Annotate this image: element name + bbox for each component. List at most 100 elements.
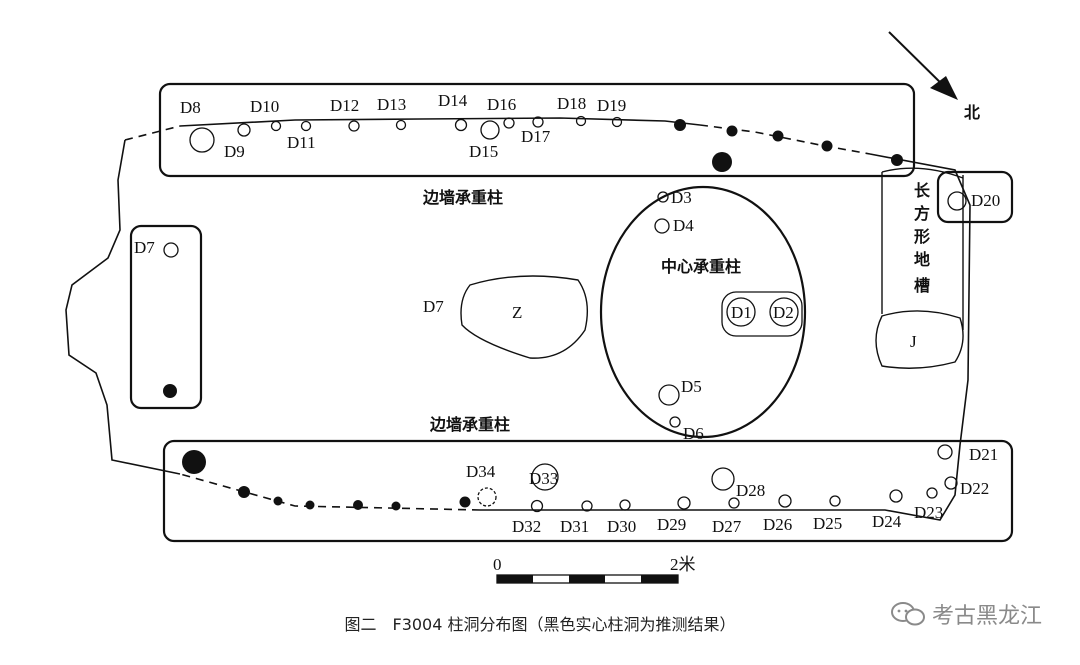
inferred-posthole bbox=[674, 119, 686, 131]
posthole-d32 bbox=[530, 499, 544, 513]
label-d34: D34 bbox=[466, 462, 496, 481]
label-d30: D30 bbox=[607, 517, 636, 536]
d20-box bbox=[936, 170, 1014, 224]
posthole-d26 bbox=[778, 494, 792, 508]
posthole-d13 bbox=[395, 119, 407, 131]
inferred-posthole bbox=[772, 130, 784, 142]
posthole-d21 bbox=[937, 444, 953, 460]
posthole-d14 bbox=[454, 118, 468, 132]
label-d2: D2 bbox=[773, 303, 794, 322]
label-d31: D31 bbox=[560, 517, 589, 536]
posthole-d23 bbox=[926, 487, 938, 499]
label-d1: D1 bbox=[731, 303, 752, 322]
scale-end-label: 2米 bbox=[670, 555, 696, 574]
posthole-d7 bbox=[163, 242, 179, 258]
side-wall-columns-label-bottom: 边墙承重柱 bbox=[429, 415, 510, 434]
watermark: 考古黑龙江 bbox=[890, 598, 1042, 630]
posthole-d28 bbox=[711, 467, 735, 491]
label-d12: D12 bbox=[330, 96, 359, 115]
svg-text:形: 形 bbox=[914, 227, 930, 246]
plan-background bbox=[38, 22, 1043, 585]
posthole-d8 bbox=[189, 127, 215, 153]
label-d5: D5 bbox=[681, 377, 702, 396]
label-d20: D20 bbox=[971, 191, 1000, 210]
label-d22: D22 bbox=[960, 479, 989, 498]
pit-j bbox=[875, 310, 964, 369]
inferred-posthole bbox=[163, 384, 177, 398]
posthole-d30 bbox=[619, 499, 631, 511]
observed-postholes bbox=[163, 115, 967, 513]
trench-walls bbox=[881, 172, 964, 330]
posthole-d17 bbox=[532, 116, 544, 128]
posthole-d27 bbox=[728, 497, 740, 509]
trench-label: 长 方 形 地 槽 bbox=[914, 181, 931, 295]
label-d25: D25 bbox=[813, 514, 842, 533]
pit-d7-label: D7 bbox=[423, 297, 444, 316]
svg-text:方: 方 bbox=[914, 204, 930, 223]
posthole-d2 bbox=[769, 297, 799, 327]
posthole-d34 bbox=[477, 487, 497, 507]
label-d27: D27 bbox=[712, 517, 742, 536]
inferred-posthole bbox=[273, 496, 283, 506]
posthole-d6 bbox=[669, 416, 681, 428]
posthole-d22 bbox=[944, 476, 958, 490]
watermark-text: 考古黑龙江 bbox=[931, 604, 1042, 629]
label-d9: D9 bbox=[224, 142, 245, 161]
label-d19: D19 bbox=[597, 96, 626, 115]
label-d13: D13 bbox=[377, 95, 406, 114]
side-wall-columns-label-top: 边墙承重柱 bbox=[422, 188, 503, 207]
label-d11: D11 bbox=[287, 133, 316, 152]
north-label: 北 bbox=[964, 103, 980, 122]
posthole-d15 bbox=[480, 120, 500, 140]
d1-d2-enclosure bbox=[721, 291, 803, 337]
posthole-d29 bbox=[677, 496, 691, 510]
pit-z-label: Z bbox=[512, 303, 522, 322]
west-wall-box bbox=[129, 224, 203, 410]
label-d6: D6 bbox=[683, 424, 704, 443]
posthole-labels: D1 D2 D3 D4 D5 D6 D7 D8 D9 D10 D11 D12 D… bbox=[134, 91, 1000, 536]
posthole-d25 bbox=[829, 495, 841, 507]
top-wall-box bbox=[158, 82, 916, 178]
scale-bar: 0 2米 bbox=[493, 555, 696, 584]
pit-z bbox=[460, 275, 588, 359]
label-d10: D10 bbox=[250, 97, 279, 116]
inferred-postholes bbox=[163, 119, 903, 511]
label-d14: D14 bbox=[438, 91, 468, 110]
svg-text:地: 地 bbox=[914, 250, 930, 269]
inferred-posthole bbox=[821, 140, 833, 152]
label-d8: D8 bbox=[180, 98, 201, 117]
label-d28: D28 bbox=[736, 481, 765, 500]
inferred-posthole bbox=[726, 125, 738, 137]
posthole-d33 bbox=[531, 463, 559, 491]
label-d26: D26 bbox=[763, 515, 792, 534]
svg-text:长: 长 bbox=[914, 181, 931, 200]
posthole-d4 bbox=[654, 218, 670, 234]
posthole-d5 bbox=[658, 384, 680, 406]
posthole-d1 bbox=[726, 297, 756, 327]
posthole-d16 bbox=[503, 117, 515, 129]
posthole-d11 bbox=[300, 120, 312, 132]
center-columns-label: 中心承重柱 bbox=[661, 257, 741, 276]
label-d17: D17 bbox=[521, 127, 551, 146]
posthole-d10 bbox=[270, 120, 282, 132]
north-arrow: 北 bbox=[888, 31, 980, 122]
posthole-d19 bbox=[611, 116, 623, 128]
chat-bubble-icon bbox=[890, 602, 925, 626]
label-d24: D24 bbox=[872, 512, 902, 531]
label-d32: D32 bbox=[512, 517, 541, 536]
label-d33: D33 bbox=[529, 469, 558, 488]
label-d16: D16 bbox=[487, 95, 516, 114]
posthole-d3 bbox=[657, 191, 669, 203]
inferred-posthole bbox=[712, 152, 732, 172]
figure-caption: 图二 F3004 柱洞分布图（黑色实心柱洞为推测结果） bbox=[344, 615, 736, 634]
inferred-posthole bbox=[353, 500, 363, 510]
inferred-posthole bbox=[305, 500, 315, 510]
posthole-d12 bbox=[348, 120, 360, 132]
svg-text:槽: 槽 bbox=[914, 276, 930, 295]
inferred-posthole bbox=[182, 450, 206, 474]
inferred-posthole bbox=[459, 496, 471, 508]
label-d15: D15 bbox=[469, 142, 498, 161]
posthole-d18 bbox=[575, 115, 587, 127]
inferred-posthole bbox=[891, 154, 903, 166]
